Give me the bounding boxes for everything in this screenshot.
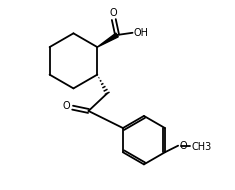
Polygon shape <box>97 33 118 47</box>
Text: CH3: CH3 <box>191 142 211 152</box>
Text: O: O <box>62 101 70 111</box>
Text: OH: OH <box>134 28 149 38</box>
Text: O: O <box>110 8 118 18</box>
Text: O: O <box>179 141 187 151</box>
